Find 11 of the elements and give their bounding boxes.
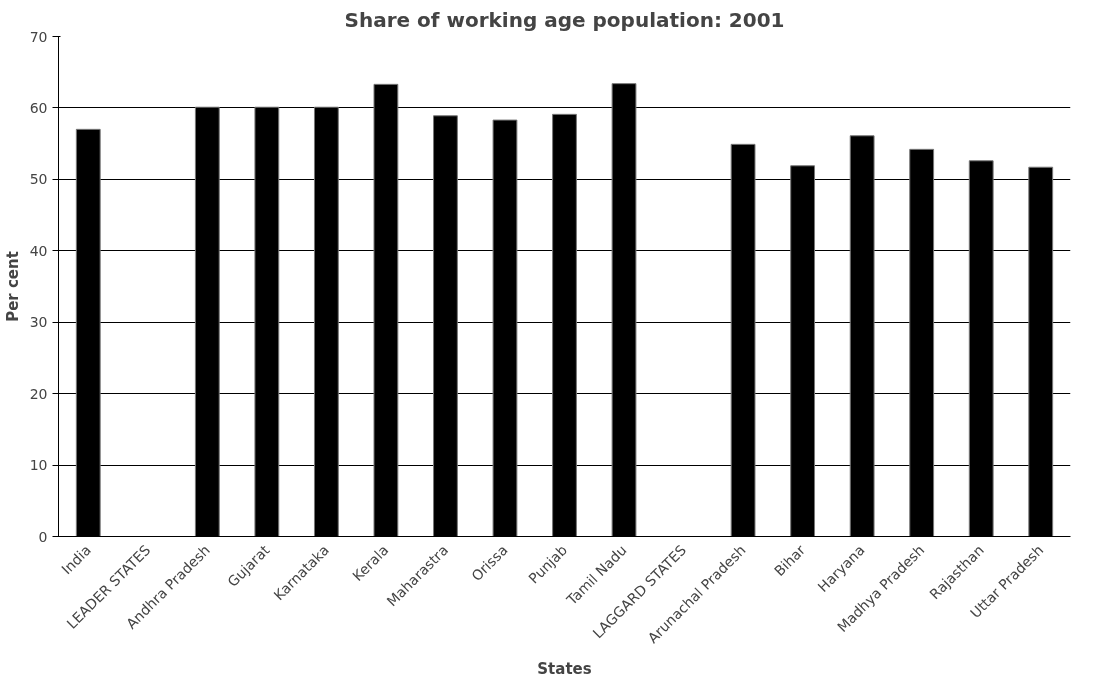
x-axis-title: States: [537, 659, 592, 678]
y-tick-label: 10: [29, 457, 48, 474]
y-tick-label: 0: [38, 528, 48, 545]
y-tick-label: 40: [29, 242, 48, 259]
y-tick-label: 20: [29, 385, 48, 402]
y-axis-title: Per cent: [3, 251, 22, 322]
chart-title: Share of working age population: 2001: [344, 7, 785, 32]
y-tick-label: 70: [29, 28, 48, 45]
y-tick-label: 30: [29, 314, 48, 331]
y-tick-label: 60: [29, 99, 48, 116]
y-tick-label: 50: [29, 171, 48, 188]
